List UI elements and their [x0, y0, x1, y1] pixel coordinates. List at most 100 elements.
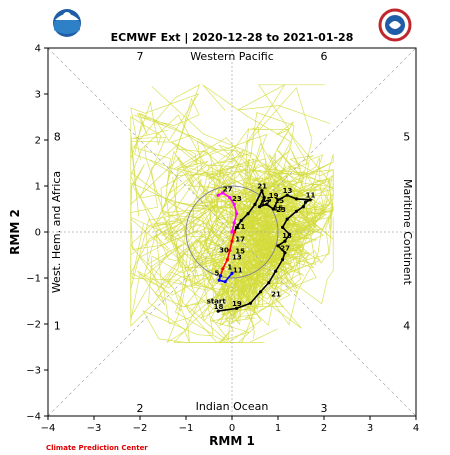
series-point — [235, 225, 239, 229]
day-label: 13 — [232, 254, 242, 262]
y-tick-label: −2 — [26, 320, 41, 331]
region-right: Maritime Continent — [401, 179, 414, 286]
series-point — [230, 230, 234, 234]
series-point — [218, 274, 223, 278]
series-point — [216, 193, 220, 197]
noaa-logo — [53, 9, 81, 37]
series-point — [285, 193, 289, 197]
series-point — [223, 280, 227, 284]
series-point — [221, 191, 225, 195]
day-label: 5 — [215, 270, 220, 278]
credit-text: Climate Prediction Center — [46, 444, 148, 452]
series-point — [230, 239, 234, 243]
series-point — [217, 278, 221, 282]
day-label: 15 — [262, 196, 272, 204]
nws-logo — [378, 8, 412, 42]
series-point — [228, 248, 232, 252]
region-labels: Western Pacific Indian Ocean West. Hem. an… — [50, 50, 414, 413]
series-point — [216, 309, 220, 313]
y-tick-label: 0 — [35, 228, 41, 239]
x-axis: −4 −3 −2 −1 0 1 2 3 4 — [41, 416, 419, 434]
y-tick-label: 4 — [35, 44, 41, 55]
y-axis-label: RMM 2 — [8, 209, 22, 255]
x-tick-label: −2 — [133, 423, 148, 434]
series-point — [225, 258, 229, 262]
series-point — [304, 200, 308, 204]
series-point — [301, 205, 305, 209]
start-label: start — [207, 297, 227, 305]
series-point — [235, 212, 239, 216]
x-tick-label: 3 — [367, 423, 373, 434]
day-label: 15 — [274, 197, 284, 205]
x-axis-label: RMM 1 — [209, 434, 255, 448]
series-point — [221, 267, 225, 271]
phase-number: 6 — [321, 50, 328, 63]
series-point — [287, 232, 292, 236]
day-label: 11 — [233, 266, 243, 274]
day-label: 23 — [276, 206, 286, 214]
series-point — [230, 271, 234, 275]
x-tick-label: −3 — [87, 423, 102, 434]
day-label: 17 — [261, 199, 271, 207]
series-point — [235, 306, 239, 310]
day-label: 27 — [223, 186, 233, 194]
day-label: 13 — [283, 187, 293, 195]
day-label: 21 — [271, 290, 281, 298]
ensemble-line — [130, 156, 330, 299]
day-label: 19 — [232, 300, 242, 308]
series-point — [294, 209, 298, 213]
x-tick-label: 1 — [275, 423, 281, 434]
phase-number: 4 — [403, 319, 410, 332]
y-tick-label: −4 — [26, 412, 41, 423]
series-point — [262, 195, 266, 200]
ensemble-line — [176, 83, 331, 323]
series-point — [253, 202, 257, 206]
day-label: 21 — [257, 182, 267, 190]
day-label: 13 — [282, 232, 292, 240]
day-label: 17 — [235, 236, 245, 244]
series-point — [283, 251, 287, 255]
series-point — [260, 189, 264, 193]
chart-title: ECMWF Ext | 2020-12-28 to 2021-01-28 — [111, 31, 354, 44]
series-point — [283, 239, 287, 243]
day-label: 19 — [269, 192, 279, 200]
day-label: 11 — [236, 223, 246, 231]
series-point — [264, 202, 269, 206]
series-point — [274, 269, 278, 273]
phase-number: 5 — [403, 131, 410, 144]
x-tick-label: 0 — [229, 423, 235, 434]
region-left: West. Hem. and Africa — [50, 171, 63, 293]
phase-number: 7 — [137, 50, 144, 63]
series-point — [228, 195, 232, 200]
phase-number: 3 — [321, 402, 328, 415]
series-point — [258, 290, 263, 294]
region-bottom: Indian Ocean — [196, 400, 269, 413]
series-point — [271, 207, 275, 211]
y-axis: −4 −3 −2 −1 0 1 2 3 4 — [26, 44, 48, 423]
forecast-series — [216, 188, 314, 313]
series-line — [218, 188, 314, 312]
x-tick-label: 2 — [321, 423, 327, 434]
series-point — [281, 258, 285, 262]
ensemble-line — [130, 144, 302, 309]
series-point — [285, 217, 289, 221]
day-label: 23 — [232, 195, 242, 203]
y-tick-label: −3 — [26, 366, 41, 377]
day-label: 1 — [227, 264, 232, 272]
x-tick-label: 4 — [413, 423, 419, 434]
series-point — [294, 197, 298, 201]
ensemble-line — [163, 174, 300, 343]
series-point — [267, 281, 271, 285]
x-tick-label: −4 — [41, 423, 56, 434]
series-point — [246, 212, 250, 216]
y-tick-label: 3 — [35, 90, 41, 101]
series-point — [248, 301, 252, 305]
phase-number: 8 — [54, 131, 61, 144]
series-point — [276, 244, 280, 248]
region-top: Western Pacific — [190, 50, 274, 63]
y-tick-label: 2 — [35, 136, 41, 147]
